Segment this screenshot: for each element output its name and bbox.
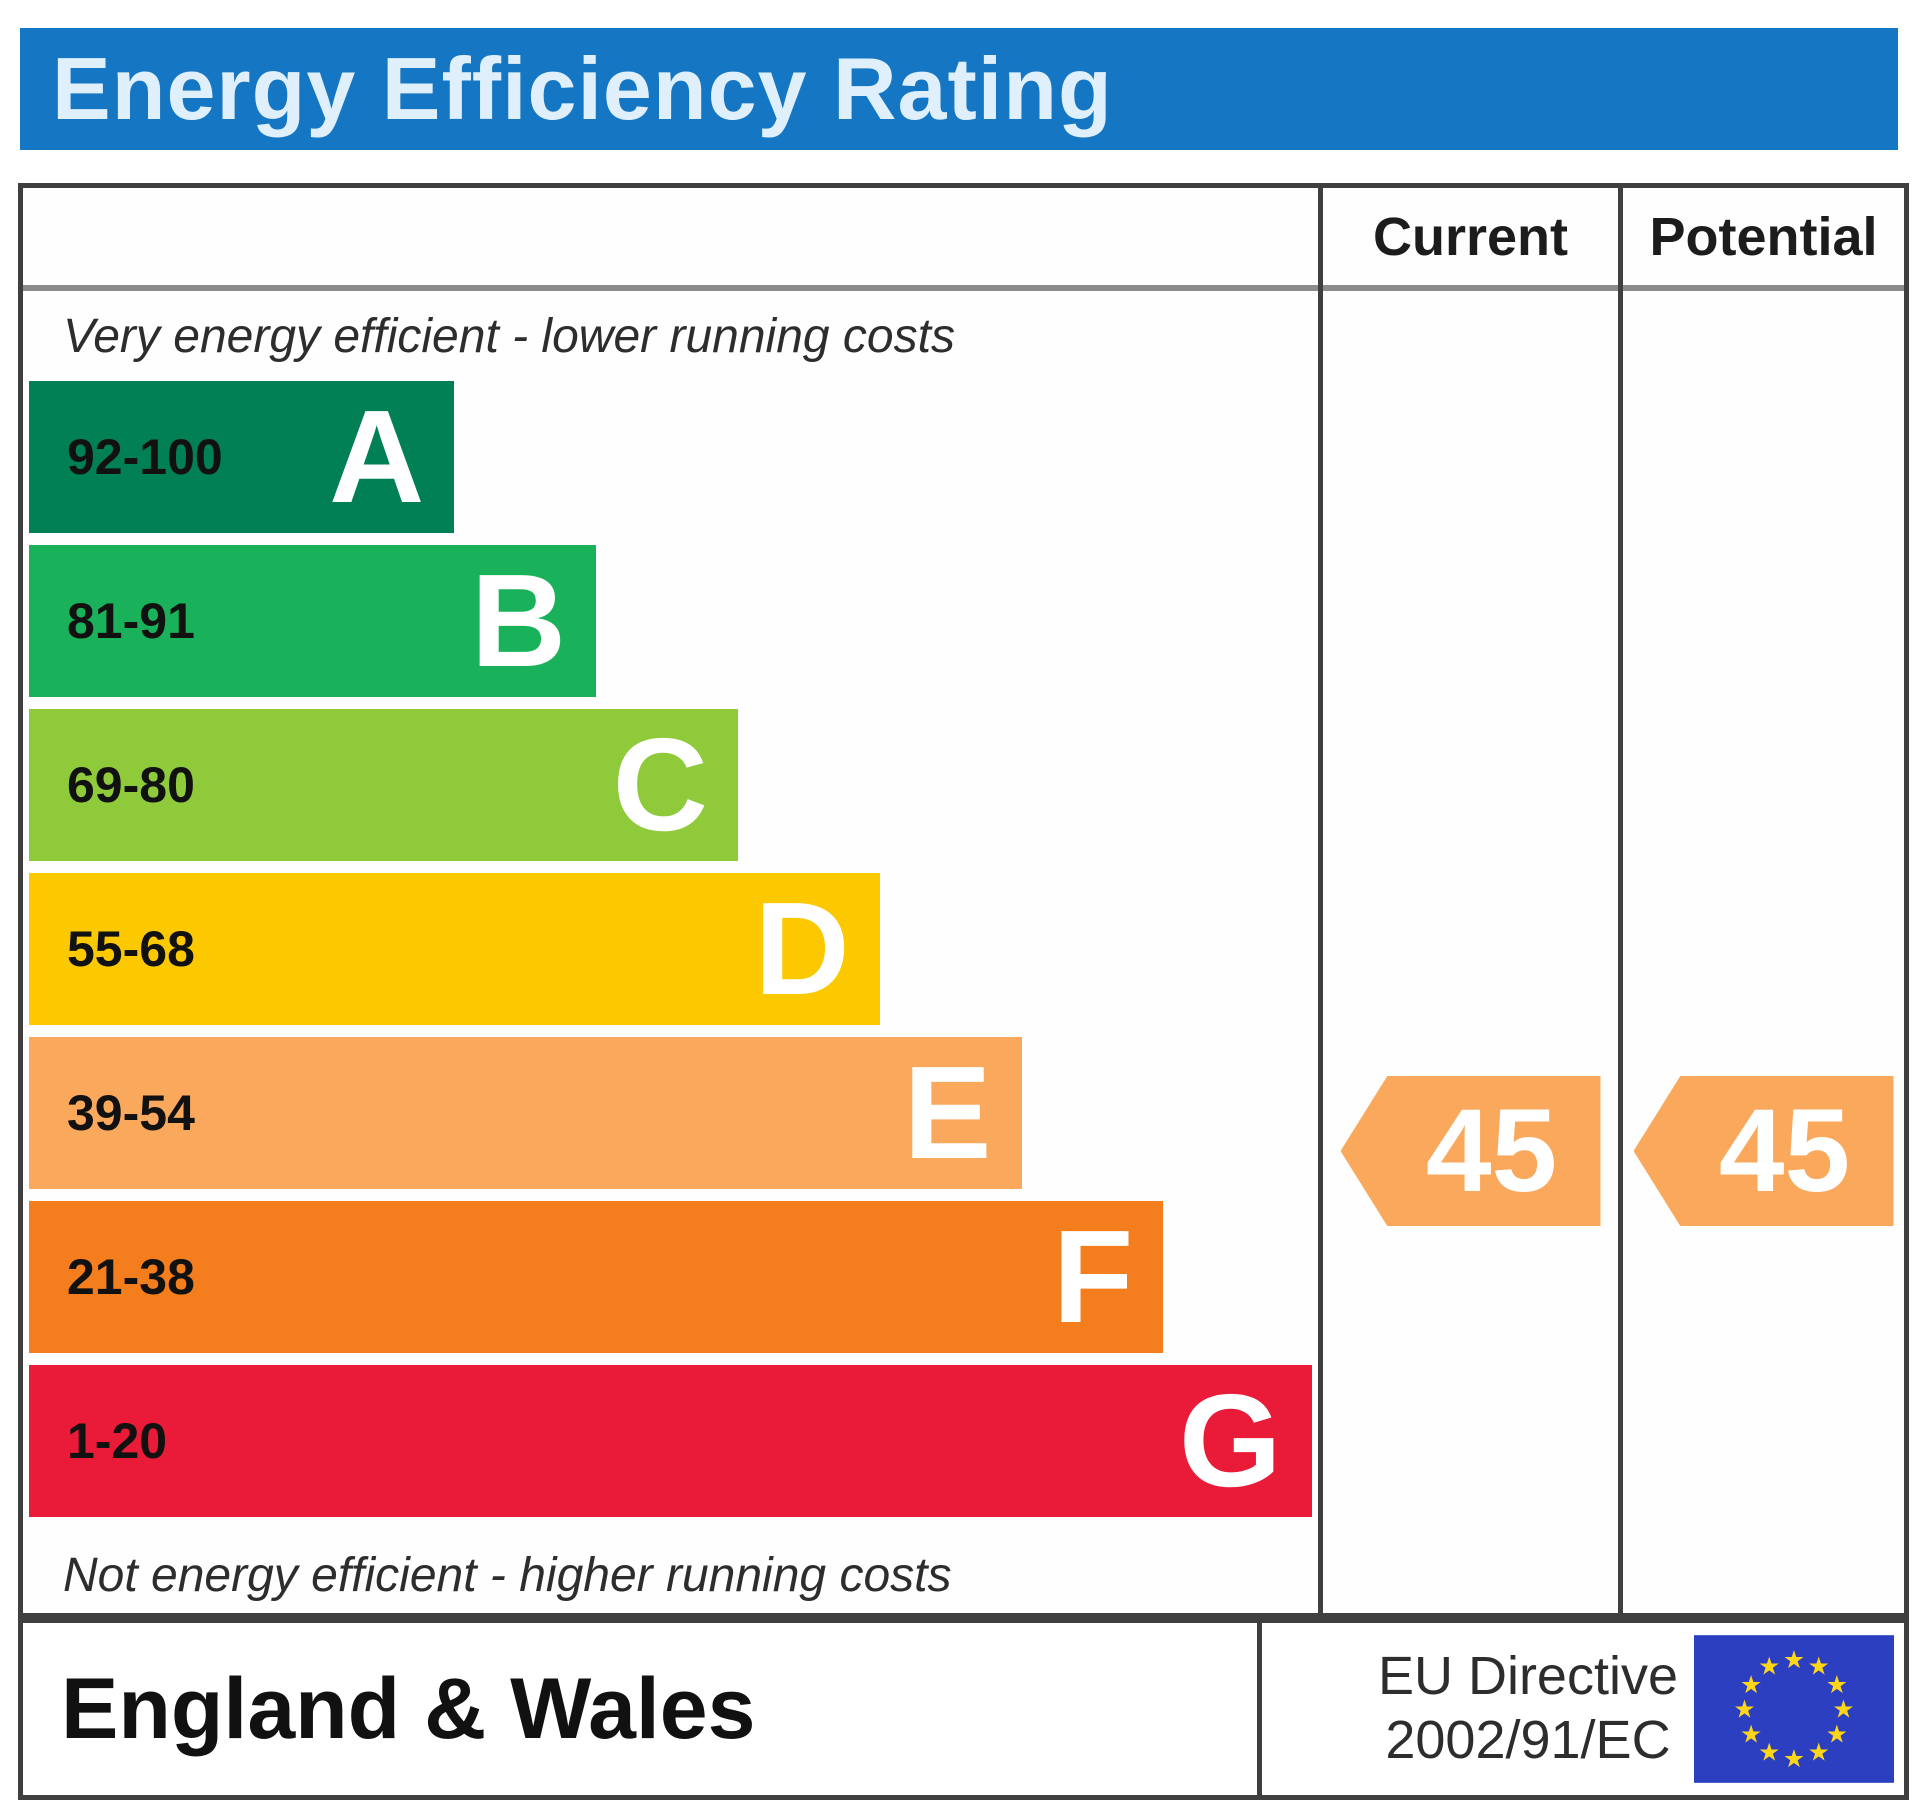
band-bar-f: 21-38 F <box>29 1201 1164 1353</box>
chart-column: Very energy efficient - lower running co… <box>23 188 1318 1613</box>
band-range-label: 21-38 <box>67 1249 195 1305</box>
svg-text:★: ★ <box>1733 1695 1755 1724</box>
svg-text:★: ★ <box>1808 1737 1830 1766</box>
svg-text:★: ★ <box>1826 1670 1848 1699</box>
band-letter: E <box>903 1039 992 1186</box>
bands: 92-100 A 81-91 B 69-80 C 55-68 D 39-54 E 21-38 F 1-2… <box>23 381 1318 1517</box>
band-row-d: 55-68 D <box>23 873 1318 1025</box>
band-letter: A <box>329 383 425 530</box>
band-row-c: 69-80 C <box>23 709 1318 861</box>
band-letter: C <box>612 711 708 858</box>
bottom-note: Not energy efficient - higher running co… <box>63 1548 952 1602</box>
band-row-e: 39-54 E <box>23 1037 1318 1189</box>
svg-text:★: ★ <box>1740 1719 1762 1748</box>
svg-text:★: ★ <box>1740 1670 1762 1699</box>
potential-column-header: Potential <box>1623 188 1904 291</box>
band-row-b: 81-91 B <box>23 545 1318 697</box>
current-column-header: Current <box>1323 188 1618 291</box>
current-column: Current 45 <box>1318 188 1618 1613</box>
potential-rating-arrow: 45 <box>1633 1076 1894 1226</box>
band-row-g: 1-20 G <box>23 1365 1318 1517</box>
rating-table: Very energy efficient - lower running co… <box>18 183 1909 1618</box>
current-rating-value: 45 <box>1425 1085 1558 1217</box>
band-letter: G <box>1178 1367 1282 1514</box>
top-note: Very energy efficient - lower running co… <box>63 309 955 363</box>
band-range-label: 55-68 <box>67 921 195 977</box>
band-range-label: 92-100 <box>67 429 223 485</box>
potential-column: Potential 45 <box>1618 188 1904 1613</box>
footer: England & Wales EU Directive 2002/91/EC … <box>18 1618 1909 1800</box>
band-row-f: 21-38 F <box>23 1201 1318 1353</box>
current-column-body: 45 <box>1323 291 1618 1613</box>
chart-body: Very energy efficient - lower running co… <box>23 291 1318 1621</box>
potential-rating-value: 45 <box>1718 1085 1851 1217</box>
svg-text:★: ★ <box>1783 1744 1805 1773</box>
band-range-label: 39-54 <box>67 1085 195 1141</box>
current-rating-arrow: 45 <box>1340 1076 1601 1226</box>
svg-text:★: ★ <box>1826 1719 1848 1748</box>
eu-directive-line1: EU Directive <box>1377 1646 1678 1707</box>
band-letter: B <box>470 547 567 694</box>
band-range-label: 81-91 <box>67 593 195 649</box>
svg-text:★: ★ <box>1783 1645 1805 1674</box>
footer-region-cell: England & Wales <box>23 1623 1257 1795</box>
svg-text:★: ★ <box>1758 1652 1780 1681</box>
band-bar-d: 55-68 D <box>29 873 880 1025</box>
band-letter: D <box>754 875 850 1022</box>
page-title: Energy Efficiency Rating <box>52 39 1113 138</box>
band-bar-e: 39-54 E <box>29 1037 1022 1189</box>
eu-directive-label: EU Directive 2002/91/EC <box>1378 1645 1678 1772</box>
band-bar-b: 81-91 B <box>29 545 597 697</box>
chart-header-spacer <box>23 188 1318 291</box>
band-row-a: 92-100 A <box>23 381 1318 533</box>
band-bar-c: 69-80 C <box>29 709 738 861</box>
potential-column-body: 45 <box>1623 291 1904 1613</box>
title-bar: Energy Efficiency Rating <box>20 28 1898 150</box>
eu-directive-line2: 2002/91/EC <box>1385 1710 1671 1770</box>
region-label: England & Wales <box>61 1660 756 1757</box>
band-bar-g: 1-20 G <box>29 1365 1312 1517</box>
band-range-label: 69-80 <box>67 757 195 813</box>
band-letter: F <box>1052 1203 1134 1350</box>
svg-text:★: ★ <box>1808 1652 1830 1681</box>
svg-text:★: ★ <box>1832 1695 1854 1724</box>
svg-text:★: ★ <box>1758 1737 1780 1766</box>
band-range-label: 1-20 <box>67 1413 168 1469</box>
eu-flag-icon: ★ ★★★★★★★★★★★ <box>1694 1635 1894 1783</box>
footer-directive-cell: EU Directive 2002/91/EC ★ ★ ★ ★ ★ ★ ★ ★ ★ ★ ★ ★ <box>1257 1623 1904 1795</box>
band-bar-a: 92-100 A <box>29 381 455 533</box>
